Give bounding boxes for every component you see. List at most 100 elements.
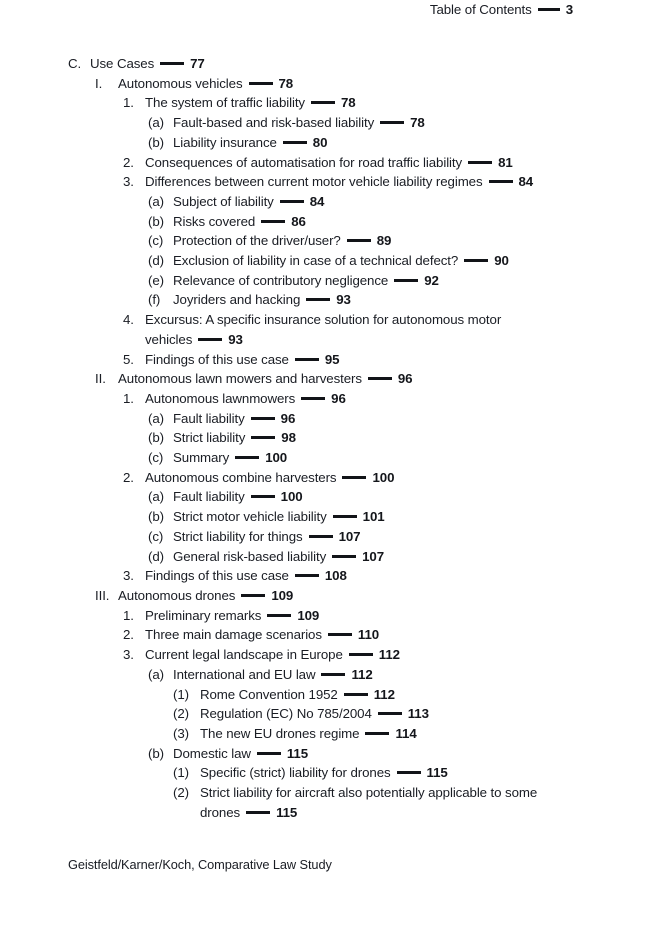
leader-dash [308,534,333,538]
toc-entry-text: Specific (strict) liability for drones [200,765,391,781]
toc-entry-text: Autonomous drones [118,587,236,603]
toc-entry-text: Strict liability for things [173,528,303,544]
toc-entry: (a) International and EU law 112 [68,665,595,685]
leader-dash [377,712,402,716]
toc-entry-body: Specific (strict) liability for drones 11… [200,763,595,783]
toc-entry-text: Summary [173,450,230,466]
toc-entry-label: 4. [123,312,134,328]
toc-entry-label: 3. [123,568,134,584]
toc-entry-page: 109 [271,587,294,603]
toc-entry-page: 101 [362,509,385,525]
toc-entry: (c) Summary 100 [68,448,595,468]
toc-entry-label: 3. [123,647,134,663]
toc-entry-body: Preliminary remarks 109 [145,606,595,626]
toc-entry-page: 78 [278,75,294,91]
toc-entry-page: 112 [378,647,400,663]
toc-entry-body: Strict liability 98 [173,428,595,448]
toc-entry-text: General risk-based liability [173,548,327,564]
toc-entry-text: Regulation (EC) No 785/2004 [200,706,372,722]
toc-entry-label: (2) [173,785,189,801]
toc-entry-body: Liability insurance 80 [173,133,595,153]
toc-entry: 2. Autonomous combine harvesters 100 [68,468,595,488]
toc-entry-body: Findings of this use case 108 [145,566,595,586]
leader-dash [301,396,326,400]
leader-dash [160,62,185,65]
toc-entry-page: 113 [407,706,429,722]
leader-dash [396,771,421,775]
toc-entry-body: Regulation (EC) No 785/2004 113 [200,704,595,724]
toc-entry-page: 77 [190,56,205,71]
toc-entry-page: 89 [376,233,392,249]
leader-dash [267,613,292,617]
leader-dash [348,653,373,657]
leader-dash [343,692,368,696]
toc-entry: (c) Strict liability for things 107 [68,527,595,547]
toc-entry-label: (a) [148,193,164,209]
header-page-number: 3 [565,2,573,17]
leader-dash [246,810,271,814]
toc-entry: (1) Rome Convention 1952 112 [68,685,595,705]
toc-entry-text: Domestic law [173,745,251,761]
toc-entry-page: 98 [281,430,296,446]
toc-entry-body: Autonomous drones 109 [118,586,595,606]
toc-entry-text: Autonomous combine harvesters [145,469,337,485]
toc-entry-label: 1. [123,95,134,111]
toc-entry-body: Protection of the driver/user? 89 [173,231,595,251]
toc-entry-page: 96 [280,410,296,426]
toc-entry-body: Risks covered 86 [173,212,595,232]
toc-entry-body: Strict motor vehicle liability 101 [173,507,595,527]
toc-entry-text: Fault liability [173,410,245,426]
header-title: Table of Contents [429,2,532,17]
table-of-contents: C. Use Cases 77 I. Autonomous vehicles 78 1. Th… [68,54,595,822]
toc-entry-body: Rome Convention 1952 112 [200,685,595,705]
toc-entry: (a) Fault liability 96 [68,409,595,429]
toc-entry: 4. Excursus: A specific insurance solutio… [68,310,595,349]
leader-dash [464,259,489,263]
page-footer: Geistfeld/Karner/Koch, Comparative Law S… [68,857,332,872]
leader-dash [294,574,319,578]
toc-entry: (b) Strict motor vehicle liability 101 [68,507,595,527]
toc-entry: (f) Joyriders and hacking 93 [68,290,595,310]
toc-entry-body: Fault liability 96 [173,409,595,429]
leader-dash [342,475,367,479]
toc-entry-label: C. [68,56,82,71]
leader-dash [327,633,352,637]
toc-entry-body: General risk-based liability 107 [173,547,595,567]
toc-entry: 3. Current legal landscape in Europe 112 [68,645,595,665]
toc-entry-page: 112 [351,666,373,682]
toc-entry-page: 108 [324,568,347,584]
toc-entry-body: Autonomous vehicles 78 [118,74,595,94]
page-header: Table of Contents 3 [0,2,573,18]
toc-entry-label: II. [95,371,106,387]
toc-entry-body: Joyriders and hacking 93 [173,290,595,310]
toc-entry-page: 80 [312,134,328,150]
leader-dash [198,337,223,341]
toc-entry: II. Autonomous lawn mowers and harvesters… [68,369,595,389]
toc-entry-page: 84 [309,193,325,209]
toc-entry-text: Findings of this use case [145,568,289,584]
toc-entry-label: (2) [173,706,189,722]
toc-entry-body: The system of traffic liability 78 [145,93,595,113]
toc-entry: C. Use Cases 77 [68,54,595,74]
toc-entry-label: 1. [123,390,134,406]
toc-entry: (a) Subject of liability 84 [68,192,595,212]
toc-entry-page: 115 [426,765,448,781]
toc-entry: 2. Consequences of automatisation for roa… [68,153,595,173]
toc-entry-text: Preliminary remarks [145,607,262,623]
leader-dash [488,180,513,184]
toc-entry-label: (b) [148,430,164,446]
toc-entry-page: 86 [291,213,306,229]
leader-dash [282,140,307,144]
leader-dash [251,436,276,440]
toc-entry-body: Use Cases 77 [90,54,595,74]
toc-entry: (b) Liability insurance 80 [68,133,595,153]
toc-entry-text: Use Cases [90,56,155,71]
toc-entry-label: 5. [123,351,134,367]
toc-entry-label: (c) [148,450,164,466]
toc-entry-label: III. [95,587,110,603]
toc-entry-label: I. [95,75,103,91]
toc-entry-text: Consequences of automatisation for road … [145,154,463,170]
leader-dash [380,121,405,125]
toc-entry-body: Domestic law 115 [173,744,595,764]
